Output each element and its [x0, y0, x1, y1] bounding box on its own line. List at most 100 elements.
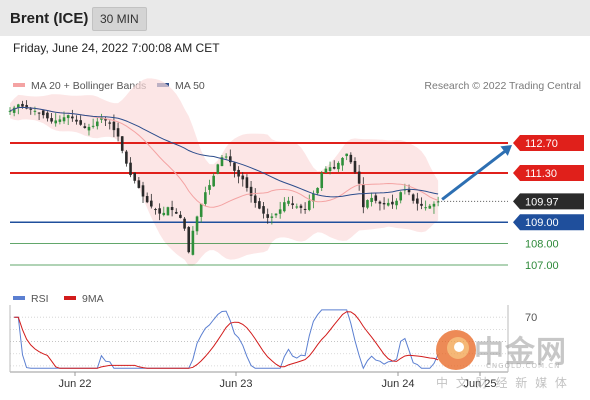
candle-body — [50, 118, 53, 122]
candle-body — [349, 154, 353, 163]
candle-body — [191, 230, 195, 255]
candles — [8, 100, 440, 256]
candle-body — [386, 202, 390, 206]
candle-body — [291, 203, 294, 206]
legend-ma20-label: MA 20 + Bollinger Bands — [31, 80, 147, 92]
candle-body — [407, 189, 411, 193]
candle-body — [195, 216, 199, 232]
candle-body — [133, 172, 136, 181]
candle-body — [170, 207, 174, 211]
watermark-title: 中金网 — [474, 335, 567, 370]
candle-body — [112, 121, 116, 131]
candle-body — [145, 196, 149, 203]
candle-body — [150, 200, 153, 207]
candle-body — [66, 115, 70, 119]
level-label-108.00: 108.00 — [525, 239, 559, 251]
candle-body — [174, 211, 178, 214]
current-price-tag — [513, 193, 584, 210]
candle-body — [41, 110, 45, 116]
chart-header: Brent (ICE) 30 MIN — [0, 0, 590, 36]
candle-body — [245, 177, 249, 188]
candle-body — [428, 205, 432, 209]
candle-body — [166, 207, 170, 216]
rsi-plot-area — [10, 305, 508, 372]
watermark-logo — [436, 330, 476, 370]
candle-body — [241, 175, 245, 180]
candle-body — [137, 180, 141, 188]
instrument-title: Brent (ICE) — [10, 10, 89, 27]
candle-body — [204, 192, 207, 204]
legend-9ma-swatch — [64, 296, 76, 301]
candle-body — [187, 227, 191, 253]
legend-ma20-swatch — [13, 83, 25, 88]
level-tag — [513, 164, 584, 181]
candle-body — [274, 213, 278, 216]
candle-body — [220, 157, 224, 167]
rsi-ma-line — [14, 311, 439, 369]
projection-arrow-shaft — [441, 147, 509, 201]
candle-body — [120, 136, 124, 151]
watermark-logo-core — [454, 342, 464, 352]
candle-body — [228, 156, 232, 163]
candle-body — [199, 203, 203, 217]
candle-body — [75, 119, 78, 122]
candle-body — [46, 112, 49, 119]
level-tag — [513, 134, 584, 151]
candle-body — [79, 120, 82, 125]
candle-body — [154, 209, 157, 211]
timeframe-badge[interactable]: 30 MIN — [92, 7, 147, 31]
candle-body — [382, 202, 386, 205]
candle-body — [299, 205, 303, 208]
watermark-domain: CNGOLD.COM.CN — [486, 362, 561, 370]
candle-body — [21, 103, 24, 107]
candle-body — [37, 112, 41, 114]
level-value: 109.00 — [525, 217, 559, 229]
candle-body — [224, 156, 228, 158]
candle-body — [87, 126, 91, 131]
candle-body — [162, 212, 166, 216]
candle-body — [95, 121, 99, 127]
level-tag — [513, 214, 584, 231]
level-label-107.00: 107.00 — [525, 260, 559, 272]
candle-body — [312, 193, 315, 202]
candle-body — [295, 206, 299, 208]
candle-body — [158, 208, 161, 214]
candle-body — [353, 160, 357, 173]
candle-body — [378, 201, 382, 204]
candle-body — [58, 119, 62, 122]
watermark-tagline: 中 文 财 经 新 媒 体 — [436, 376, 569, 390]
legend-9ma: 9MA — [64, 293, 104, 305]
candle-body — [395, 200, 398, 206]
candle-body — [104, 118, 107, 121]
x-axis-tick-label: Jun 24 — [381, 378, 414, 390]
candle-body — [424, 207, 427, 209]
level-value: 108.00 — [525, 239, 559, 251]
candle-body — [249, 186, 253, 196]
level-label-112.70: 112.70 — [513, 134, 584, 151]
candle-body — [33, 110, 37, 112]
candle-body — [370, 197, 373, 203]
candle-body — [420, 203, 423, 206]
candle-body — [278, 209, 282, 214]
candle-body — [345, 153, 348, 157]
candle-body — [399, 192, 403, 201]
candle-body — [17, 104, 20, 108]
candle-body — [341, 157, 344, 166]
x-axis-tick-label: Jun 25 — [463, 378, 496, 390]
candle-body — [328, 167, 332, 172]
current-price-value: 109.97 — [525, 196, 559, 208]
candle-body — [8, 110, 12, 112]
candle-body — [270, 216, 274, 218]
candle-body — [141, 185, 145, 197]
candle-body — [71, 116, 74, 119]
candle-body — [411, 194, 415, 201]
candle-body — [116, 128, 120, 137]
level-label-109.00: 109.00 — [513, 214, 584, 231]
candle-body — [320, 172, 324, 189]
rsi-tick-label: 70 — [525, 312, 537, 324]
candle-body — [303, 208, 307, 210]
candle-body — [12, 107, 16, 113]
legend-ma20: MA 20 + Bollinger Bands — [13, 80, 146, 92]
candle-body — [258, 201, 261, 209]
